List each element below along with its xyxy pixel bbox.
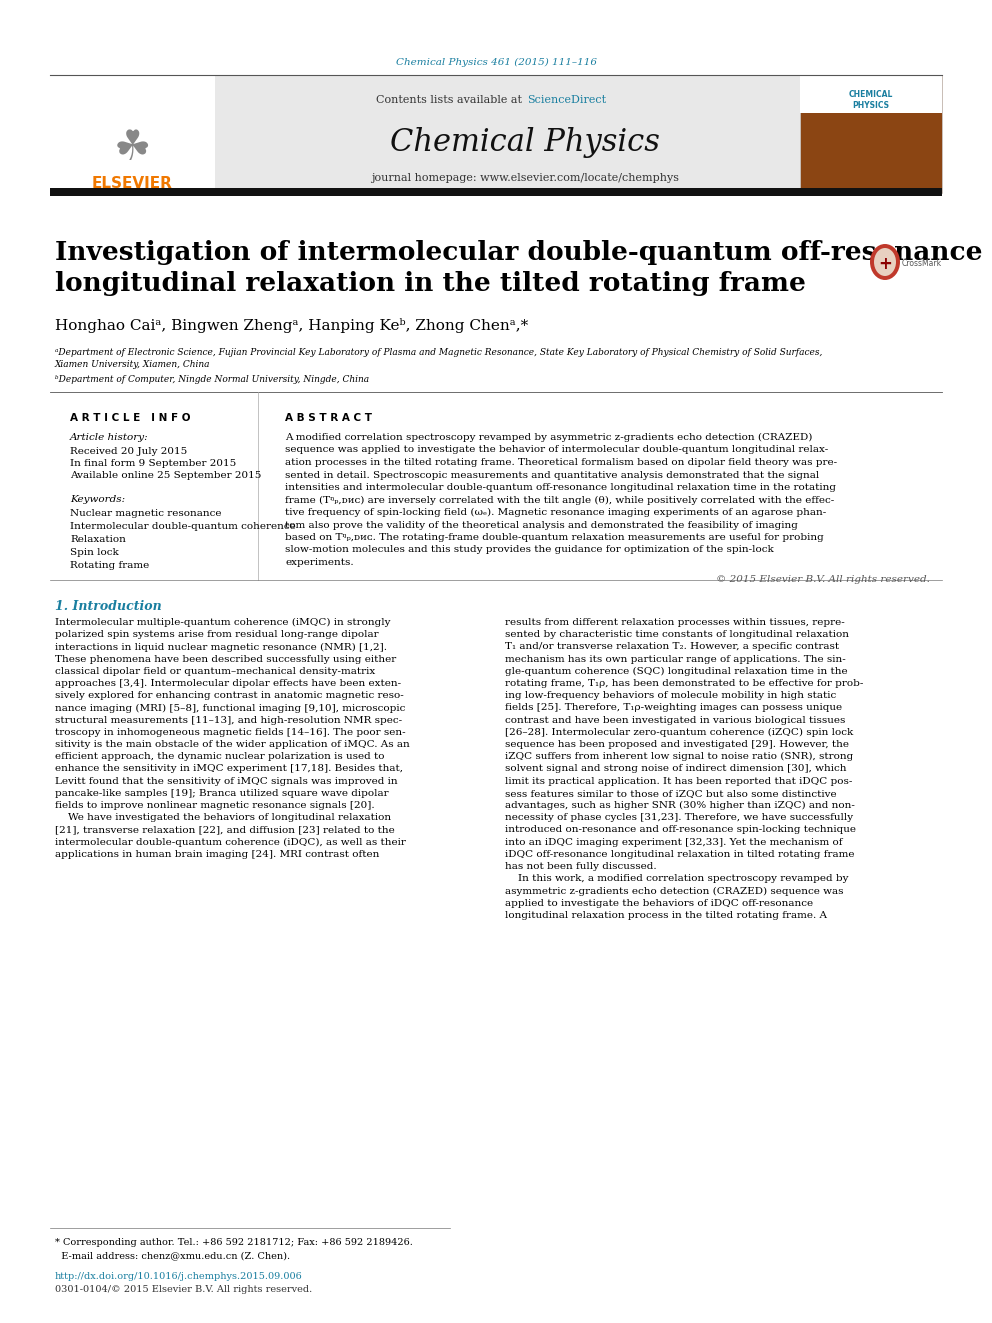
Text: journal homepage: www.elsevier.com/locate/chemphys: journal homepage: www.elsevier.com/locat… [371,173,679,183]
Text: Available online 25 September 2015: Available online 25 September 2015 [70,471,261,480]
Text: fields to improve nonlinear magnetic resonance signals [20].: fields to improve nonlinear magnetic res… [55,800,375,810]
Text: http://dx.doi.org/10.1016/j.chemphys.2015.09.006: http://dx.doi.org/10.1016/j.chemphys.201… [55,1271,303,1281]
Text: ☘: ☘ [113,127,151,169]
Text: 0301-0104/© 2015 Elsevier B.V. All rights reserved.: 0301-0104/© 2015 Elsevier B.V. All right… [55,1285,312,1294]
Text: E-mail address: chenz@xmu.edu.cn (Z. Chen).: E-mail address: chenz@xmu.edu.cn (Z. Che… [55,1252,290,1259]
Text: Nuclear magnetic resonance: Nuclear magnetic resonance [70,509,221,519]
Text: has not been fully discussed.: has not been fully discussed. [505,863,657,871]
Text: A modified correlation spectroscopy revamped by asymmetric z-gradients echo dete: A modified correlation spectroscopy reva… [285,433,812,442]
Text: [21], transverse relaxation [22], and diffusion [23] related to the: [21], transverse relaxation [22], and di… [55,826,395,835]
Text: applications in human brain imaging [24]. MRI contrast often: applications in human brain imaging [24]… [55,849,379,859]
Text: nance imaging (MRI) [5–8], functional imaging [9,10], microscopic: nance imaging (MRI) [5–8], functional im… [55,704,406,713]
Text: sented by characteristic time constants of longitudinal relaxation: sented by characteristic time constants … [505,630,849,639]
Text: troscopy in inhomogeneous magnetic fields [14–16]. The poor sen-: troscopy in inhomogeneous magnetic field… [55,728,406,737]
Text: iZQC suffers from inherent low signal to noise ratio (SNR), strong: iZQC suffers from inherent low signal to… [505,753,853,761]
Text: © 2015 Elsevier B.V. All rights reserved.: © 2015 Elsevier B.V. All rights reserved… [716,574,930,583]
Text: CHEMICAL
PHYSICS: CHEMICAL PHYSICS [849,90,893,110]
Text: [26–28]. Intermolecular zero-quantum coherence (iZQC) spin lock: [26–28]. Intermolecular zero-quantum coh… [505,728,853,737]
Text: ation processes in the tilted rotating frame. Theoretical formalism based on dip: ation processes in the tilted rotating f… [285,458,837,467]
Text: Chemical Physics 461 (2015) 111–116: Chemical Physics 461 (2015) 111–116 [396,57,596,66]
Text: Spin lock: Spin lock [70,548,119,557]
Text: rotating frame, T₁ρ, has been demonstrated to be effective for prob-: rotating frame, T₁ρ, has been demonstrat… [505,679,863,688]
Text: A R T I C L E   I N F O: A R T I C L E I N F O [70,413,190,423]
Text: * Corresponding author. Tel.: +86 592 2181712; Fax: +86 592 2189426.: * Corresponding author. Tel.: +86 592 21… [55,1238,413,1248]
Text: Received 20 July 2015: Received 20 July 2015 [70,447,187,456]
Text: efficient approach, the dynamic nuclear polarization is used to: efficient approach, the dynamic nuclear … [55,753,385,761]
Text: sequence was applied to investigate the behavior of intermolecular double-quantu: sequence was applied to investigate the … [285,446,828,455]
Text: tive frequency of spin-locking field (ωₑ). Magnetic resonance imaging experiment: tive frequency of spin-locking field (ωₑ… [285,508,826,517]
Text: classical dipolar field or quantum–mechanical density-matrix: classical dipolar field or quantum–mecha… [55,667,375,676]
Text: Intermolecular multiple-quantum coherence (iMQC) in strongly: Intermolecular multiple-quantum coherenc… [55,618,391,627]
Text: fields [25]. Therefore, T₁ρ-weighting images can possess unique: fields [25]. Therefore, T₁ρ-weighting im… [505,704,842,712]
Text: polarized spin systems arise from residual long-range dipolar: polarized spin systems arise from residu… [55,630,379,639]
Ellipse shape [870,243,900,280]
Text: advantages, such as higher SNR (30% higher than iZQC) and non-: advantages, such as higher SNR (30% high… [505,800,855,810]
Text: Intermolecular double-quantum coherence: Intermolecular double-quantum coherence [70,523,296,531]
Text: sitivity is the main obstacle of the wider application of iMQC. As an: sitivity is the main obstacle of the wid… [55,740,410,749]
Text: intermolecular double-quantum coherence (iDQC), as well as their: intermolecular double-quantum coherence … [55,837,406,847]
Text: Rotating frame: Rotating frame [70,561,149,570]
Text: A B S T R A C T: A B S T R A C T [285,413,372,423]
Text: gle-quantum coherence (SQC) longitudinal relaxation time in the: gle-quantum coherence (SQC) longitudinal… [505,667,847,676]
Text: In final form 9 September 2015: In final form 9 September 2015 [70,459,236,468]
Text: pancake-like samples [19]; Branca utilized square wave dipolar: pancake-like samples [19]; Branca utiliz… [55,789,389,798]
Text: applied to investigate the behaviors of iDQC off-resonance: applied to investigate the behaviors of … [505,898,813,908]
Text: experiments.: experiments. [285,558,353,568]
Text: Chemical Physics: Chemical Physics [390,127,660,159]
Text: solvent signal and strong noise of indirect dimension [30], which: solvent signal and strong noise of indir… [505,765,846,774]
Text: CrossMark: CrossMark [902,259,942,269]
Text: slow-motion molecules and this study provides the guidance for optimization of t: slow-motion molecules and this study pro… [285,545,774,554]
Text: approaches [3,4]. Intermolecular dipolar effects have been exten-: approaches [3,4]. Intermolecular dipolar… [55,679,401,688]
Text: enhance the sensitivity in iMQC experiment [17,18]. Besides that,: enhance the sensitivity in iMQC experime… [55,765,403,774]
Text: tom also prove the validity of the theoretical analysis and demonstrated the fea: tom also prove the validity of the theor… [285,520,798,529]
Text: sented in detail. Spectroscopic measurements and quantitative analysis demonstra: sented in detail. Spectroscopic measurem… [285,471,819,479]
Text: 1. Introduction: 1. Introduction [55,601,162,613]
Text: Honghao Caiᵃ, Bingwen Zhengᵃ, Hanping Keᵇ, Zhong Chenᵃ,*: Honghao Caiᵃ, Bingwen Zhengᵃ, Hanping Ke… [55,318,529,333]
Text: Keywords:: Keywords: [70,495,125,504]
Text: intensities and intermolecular double-quantum off-resonance longitudinal relaxat: intensities and intermolecular double-qu… [285,483,836,492]
Text: ing low-frequency behaviors of molecule mobility in high static: ing low-frequency behaviors of molecule … [505,691,836,700]
Text: structural measurements [11–13], and high-resolution NMR spec-: structural measurements [11–13], and hig… [55,716,402,725]
FancyBboxPatch shape [800,75,942,193]
Text: Levitt found that the sensitivity of iMQC signals was improved in: Levitt found that the sensitivity of iMQ… [55,777,398,786]
Text: mechanism has its own particular range of applications. The sin-: mechanism has its own particular range o… [505,655,846,664]
Text: Investigation of intermolecular double-quantum off-resonance
longitudinal relaxa: Investigation of intermolecular double-q… [55,239,982,296]
Text: interactions in liquid nuclear magnetic resonance (NMR) [1,2].: interactions in liquid nuclear magnetic … [55,643,387,651]
Text: ᵃDepartment of Electronic Science, Fujian Provincial Key Laboratory of Plasma an: ᵃDepartment of Electronic Science, Fujia… [55,348,822,369]
FancyBboxPatch shape [800,75,942,112]
Text: longitudinal relaxation process in the tilted rotating frame. A: longitudinal relaxation process in the t… [505,910,827,919]
Text: sively explored for enhancing contrast in anatomic magnetic reso-: sively explored for enhancing contrast i… [55,691,404,700]
Text: contrast and have been investigated in various biological tissues: contrast and have been investigated in v… [505,716,845,725]
Ellipse shape [874,247,896,277]
Text: necessity of phase cycles [31,23]. Therefore, we have successfully: necessity of phase cycles [31,23]. There… [505,814,853,822]
Text: ᵇDepartment of Computer, Ningde Normal University, Ningde, China: ᵇDepartment of Computer, Ningde Normal U… [55,374,369,384]
Text: asymmetric z-gradients echo detection (CRAZED) sequence was: asymmetric z-gradients echo detection (C… [505,886,843,896]
Text: sequence has been proposed and investigated [29]. However, the: sequence has been proposed and investiga… [505,740,849,749]
Text: iDQC off-resonance longitudinal relaxation in tilted rotating frame: iDQC off-resonance longitudinal relaxati… [505,849,854,859]
FancyBboxPatch shape [50,188,942,196]
Text: +: + [878,255,892,273]
Text: Relaxation: Relaxation [70,534,126,544]
FancyBboxPatch shape [50,75,942,193]
Text: into an iDQC imaging experiment [32,33]. Yet the mechanism of: into an iDQC imaging experiment [32,33].… [505,837,842,847]
Text: based on Tᵑₚ,ᴅᴎᴄ. The rotating-frame double-quantum relaxation measurements are : based on Tᵑₚ,ᴅᴎᴄ. The rotating-frame dou… [285,533,823,542]
Text: We have investigated the behaviors of longitudinal relaxation: We have investigated the behaviors of lo… [55,814,391,822]
Text: T₁ and/or transverse relaxation T₂. However, a specific contrast: T₁ and/or transverse relaxation T₂. Howe… [505,643,839,651]
Text: In this work, a modified correlation spectroscopy revamped by: In this work, a modified correlation spe… [505,875,848,884]
Text: limit its practical application. It has been reported that iDQC pos-: limit its practical application. It has … [505,777,852,786]
FancyBboxPatch shape [50,75,215,193]
Text: Contents lists available at: Contents lists available at [376,95,525,105]
Text: results from different relaxation processes within tissues, repre-: results from different relaxation proces… [505,618,845,627]
Text: Article history:: Article history: [70,433,149,442]
Text: ScienceDirect: ScienceDirect [527,95,606,105]
Text: frame (Tᵑₚ,ᴅᴎᴄ) are inversely correlated with the tilt angle (θ), while positive: frame (Tᵑₚ,ᴅᴎᴄ) are inversely correlated… [285,496,834,504]
Text: introduced on-resonance and off-resonance spin-locking technique: introduced on-resonance and off-resonanc… [505,826,856,835]
Text: sess features similar to those of iZQC but also some distinctive: sess features similar to those of iZQC b… [505,789,836,798]
Text: These phenomena have been described successfully using either: These phenomena have been described succ… [55,655,396,664]
Text: ELSEVIER: ELSEVIER [91,176,173,191]
